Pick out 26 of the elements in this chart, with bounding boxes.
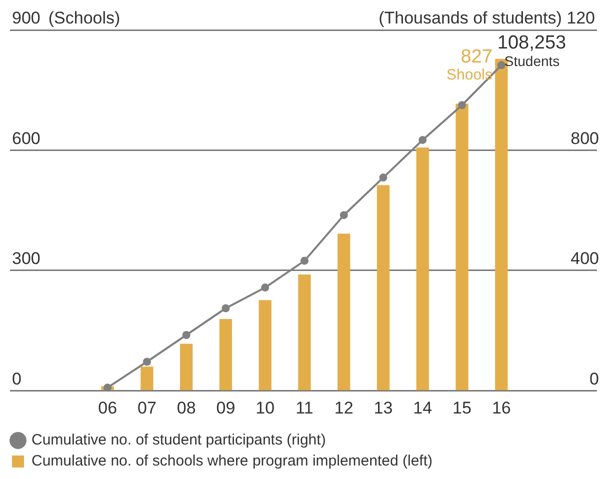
- annotation: Shools: [446, 66, 492, 84]
- legend-label: Cumulative no. of student participants (right): [32, 432, 326, 449]
- x-tick-label: 15: [452, 398, 472, 418]
- y2-axis-title: (Thousands of students) 120: [378, 8, 595, 28]
- x-tick-label: 13: [374, 398, 393, 418]
- y2-tick-label: 800: [570, 128, 599, 148]
- y-tick-label: 0: [12, 369, 22, 388]
- x-tick-label: 12: [334, 398, 354, 418]
- y-tick-label: 300: [12, 249, 40, 268]
- y-axis-title: (Schools): [48, 8, 120, 28]
- x-tick-label: 16: [492, 398, 511, 418]
- y2-tick-label: 0: [590, 369, 599, 388]
- y2-tick-label: 400: [570, 249, 599, 268]
- x-tick-label: 06: [98, 398, 118, 418]
- x-tick-label: 08: [176, 398, 196, 418]
- y-tick-label: 600: [12, 128, 40, 148]
- x-tick-label: 10: [256, 398, 275, 418]
- legend-label: Cumulative no. of schools where program implemented (left): [32, 452, 433, 470]
- annotation: 108,253: [497, 32, 566, 54]
- y-tick-label: 900: [12, 8, 40, 28]
- x-tick-label: 14: [413, 398, 432, 418]
- annotation: Students: [504, 53, 560, 70]
- x-tick-label: 07: [137, 398, 156, 418]
- x-tick-label: 09: [216, 398, 236, 418]
- x-tick-label: 11: [296, 398, 314, 418]
- annotation: 827: [460, 46, 492, 68]
